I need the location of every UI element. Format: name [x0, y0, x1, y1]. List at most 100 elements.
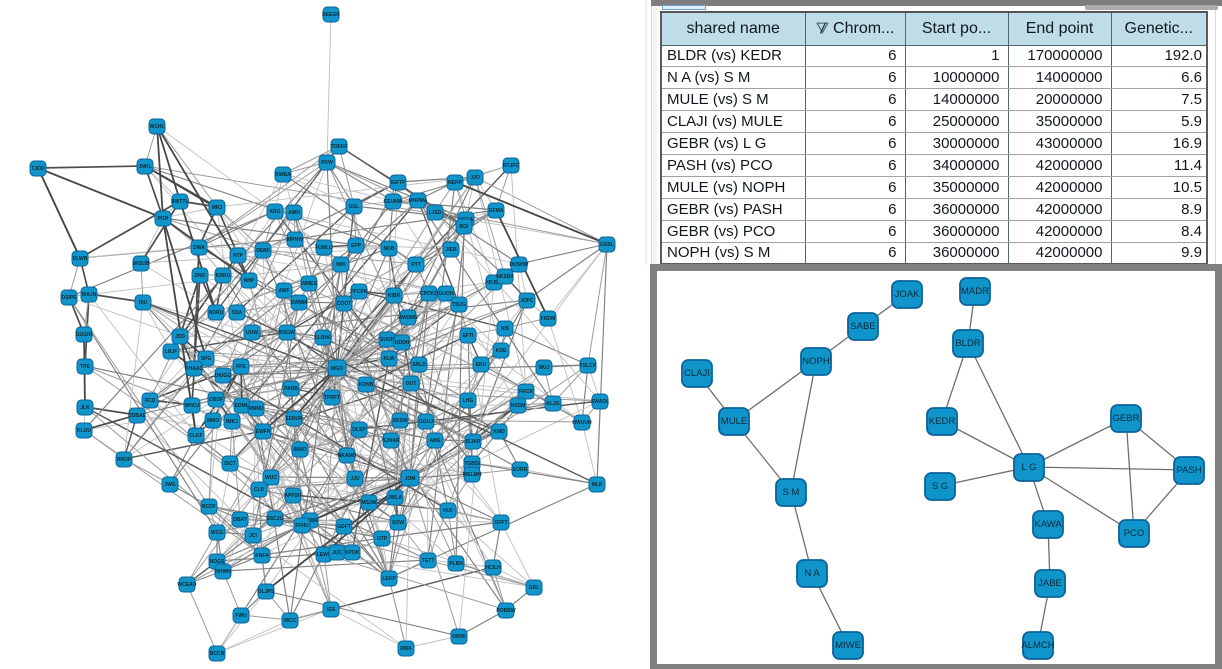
svg-text:NDRU: NDRU [209, 310, 224, 316]
svg-text:BGI: BGI [460, 224, 470, 230]
svg-text:NDGS: NDGS [210, 559, 225, 565]
svg-text:SWMM: SWMM [291, 300, 307, 306]
svg-text:MSJW: MSJW [362, 500, 377, 506]
svg-text:RIU: RIU [139, 300, 148, 306]
svg-text:LEKP: LEKP [382, 576, 396, 582]
svg-text:NKAMD: NKAMD [338, 453, 357, 459]
svg-text:JUC: JUC [332, 550, 342, 556]
svg-text:PFCPK: PFCPK [351, 289, 368, 295]
svg-text:FUMLU: FUMLU [315, 245, 333, 251]
svg-text:SPG: SPG [201, 356, 212, 362]
svg-text:KLJG: KLJG [546, 401, 559, 407]
svg-text:LJED: LJED [429, 210, 442, 216]
svg-text:DWA: DWA [193, 245, 205, 251]
svg-text:WUC: WUC [265, 475, 277, 481]
svg-text:KLW: KLW [383, 356, 394, 362]
svg-text:EPP: EPP [351, 243, 362, 249]
svg-text:EDMU: EDMU [235, 403, 250, 409]
svg-text:PKW: PKW [321, 160, 333, 166]
svg-text:TJOD: TJOD [31, 166, 45, 172]
svg-text:EORR: EORR [513, 467, 528, 473]
svg-text:ALMCH: ALMCH [1021, 640, 1054, 651]
svg-text:LNJF: LNJF [165, 349, 178, 355]
svg-text:SABE: SABE [850, 321, 875, 332]
svg-text:FPE: FPE [236, 364, 246, 370]
svg-text:WCHL: WCHL [150, 124, 165, 130]
svg-text:CLKF: CLKF [189, 433, 202, 439]
svg-text:WMES: WMES [301, 281, 317, 287]
svg-text:MLR: MLR [592, 482, 603, 488]
svg-text:KWBA: KWBA [275, 172, 291, 178]
svg-text:OLJPS: OLJPS [258, 589, 275, 595]
svg-text:UUW: UUW [246, 330, 258, 336]
svg-text:IWK: IWK [336, 262, 346, 268]
svg-text:GFMA: GFMA [489, 208, 504, 214]
svg-text:KLOU: KLOU [77, 428, 92, 434]
svg-text:DNO: DNO [194, 273, 205, 279]
svg-text:INMO: INMO [293, 447, 306, 453]
svg-text:PARB: PARB [284, 386, 298, 392]
svg-text:IMKJ: IMKJ [226, 419, 238, 425]
svg-text:BCCB: BCCB [210, 651, 225, 657]
svg-text:TETT: TETT [422, 558, 435, 564]
svg-text:JWG: JWG [164, 482, 176, 488]
svg-text:WHOJ: WHOJ [185, 403, 200, 409]
svg-text:MMO: MMO [207, 418, 219, 424]
svg-text:HCILH: HCILH [485, 565, 501, 571]
svg-text:EFTI: EFTI [463, 333, 474, 339]
svg-text:OOT: OOT [406, 381, 417, 387]
svg-text:JOM: JOM [405, 476, 416, 482]
svg-text:WISUB: WISUB [133, 261, 150, 267]
svg-text:SSA: SSA [232, 310, 243, 316]
svg-text:KMD: KMD [493, 429, 505, 435]
svg-text:GRL: GRL [529, 585, 540, 591]
svg-text:HRJBM: HRJBM [485, 280, 503, 286]
svg-text:HUF: HUF [443, 508, 453, 514]
svg-text:DBAT: DBAT [233, 517, 247, 523]
svg-text:RMNU: RMNU [249, 406, 264, 412]
svg-text:KHAAC: KHAAC [185, 366, 203, 372]
svg-text:JOAK: JOAK [895, 289, 920, 300]
svg-text:JIEB: JIEB [445, 247, 457, 253]
svg-text:LHG: LHG [463, 398, 474, 404]
svg-text:DEBF: DEBF [256, 248, 270, 254]
svg-text:PGR: PGR [158, 216, 169, 222]
svg-text:MIWE: MIWE [835, 640, 861, 651]
svg-text:L G: L G [1022, 462, 1037, 473]
svg-text:EKU: EKU [476, 362, 487, 368]
svg-text:EENUR: EENUR [285, 416, 303, 422]
svg-text:PASH: PASH [1176, 465, 1201, 476]
svg-text:JOFC: JOFC [520, 298, 534, 304]
svg-text:RCDF: RCDF [202, 504, 216, 510]
svg-text:MGO: MGO [331, 366, 343, 372]
svg-text:NOB: NOB [383, 246, 395, 252]
svg-text:SKSW: SKSW [393, 418, 408, 424]
svg-text:AWF: AWF [278, 288, 289, 294]
svg-text:RTJFC: RTJFC [503, 163, 520, 169]
svg-text:NEKP: NEKP [448, 180, 463, 186]
svg-text:N A: N A [804, 568, 820, 579]
svg-text:DIUGG: DIUGG [215, 373, 232, 379]
svg-text:NKSBA: NKSBA [496, 274, 514, 280]
svg-text:COOT: COOT [337, 301, 351, 307]
svg-text:JNKL: JNKL [138, 164, 151, 170]
svg-text:AME: AME [429, 438, 441, 444]
svg-text:IGFTF: IGFTF [391, 180, 405, 186]
svg-text:WADMN: WADMN [398, 315, 418, 321]
svg-text:DLSP: DLSP [352, 427, 366, 433]
svg-text:TOEKF: TOEKF [331, 144, 348, 150]
svg-text:SGL: SGL [349, 204, 359, 210]
svg-text:KRRU: KRRU [216, 273, 231, 279]
svg-text:FRCR: FRCR [519, 389, 533, 395]
svg-text:CLR: CLR [254, 487, 265, 493]
svg-text:NHP: NHP [244, 278, 255, 284]
svg-text:DUSHW: DUSHW [510, 262, 529, 268]
svg-text:ISJAR: ISJAR [466, 439, 481, 445]
svg-text:ODDH: ODDH [395, 340, 410, 346]
svg-text:JWLA: JWLA [388, 495, 403, 501]
svg-text:TPRFT: TPRFT [324, 395, 340, 401]
svg-text:EWFR: EWFR [256, 429, 271, 435]
svg-text:KNFA: KNFA [255, 553, 269, 559]
svg-text:DDBAE: DDBAE [128, 413, 146, 419]
svg-text:GUOH: GUOH [439, 291, 454, 297]
